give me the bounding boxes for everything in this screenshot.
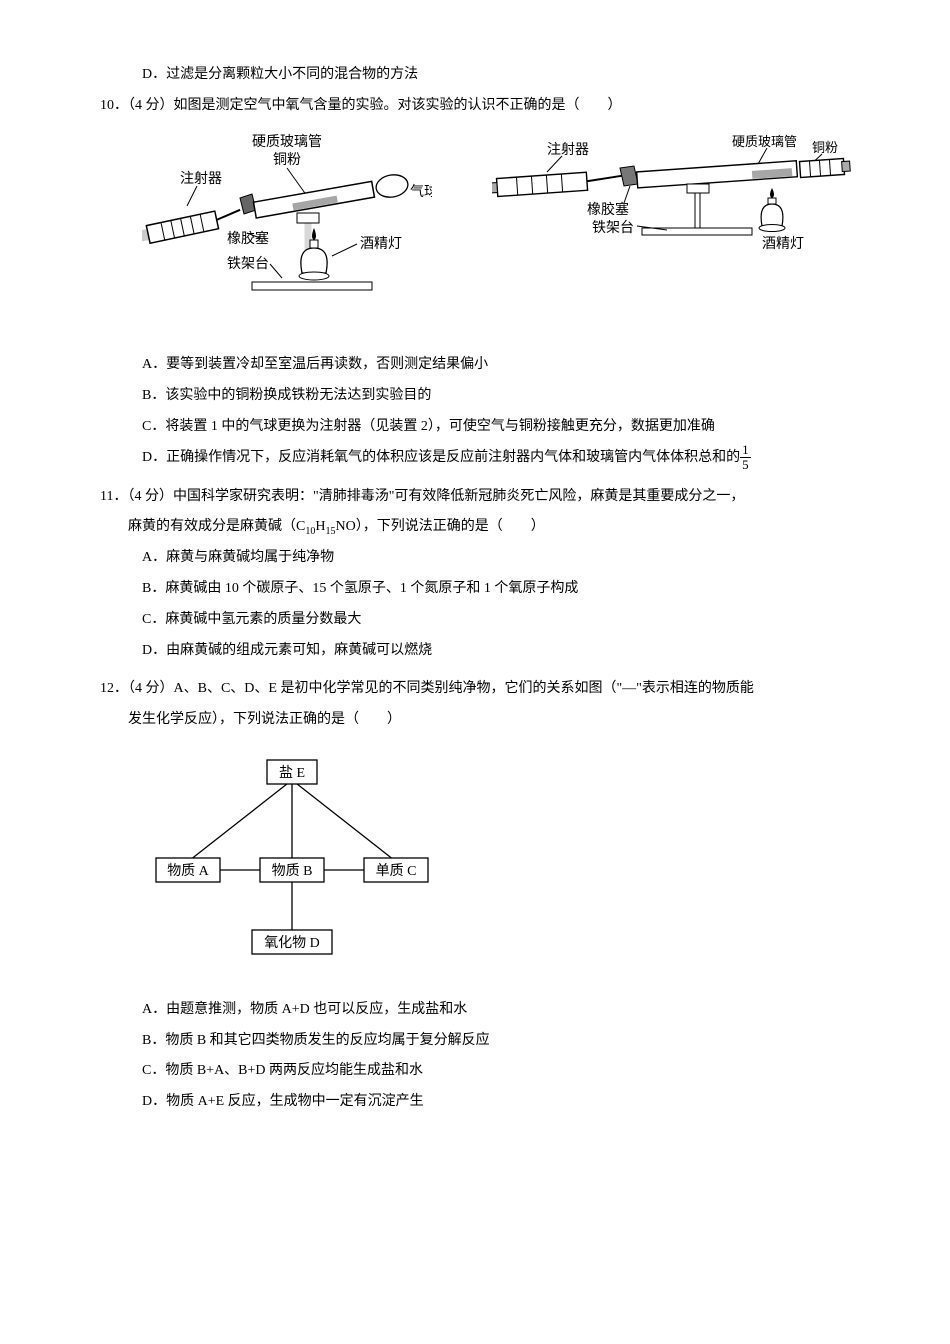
d1-label-stopper: 橡胶塞 [227, 230, 269, 247]
q10-option-c: C．将装置 1 中的气球更换为注射器（见装置 2），可使空气与铜粉接触更充分，数… [100, 412, 870, 443]
q11-sub2: 15 [325, 526, 335, 537]
d1-label-stand: 铁架台 [227, 256, 269, 272]
q10-diagrams: 硬质玻璃管 铜粉 注射器 [100, 128, 870, 341]
d2-label-stand: 铁架台 [592, 220, 634, 236]
q12-option-a: A．由题意推测，物质 A+D 也可以反应，生成盐和水 [100, 995, 870, 1026]
d1-label-powder: 铜粉 [273, 152, 301, 168]
d2-label-lamp: 酒精灯 [762, 236, 804, 252]
q12: 12．（4 分）A、B、C、D、E 是初中化学常见的不同类别纯净物，它们的关系如… [100, 674, 870, 1118]
q12-node-a: 物质 A [167, 863, 209, 879]
q11-option-b: B．麻黄碱由 10 个碳原子、15 个氢原子、1 个氮原子和 1 个氧原子构成 [100, 574, 870, 605]
q11-stem-line2: 麻黄的有效成分是麻黄碱（C10H15NO），下列说法正确的是（ ） [100, 512, 870, 543]
q11-sub1: 10 [305, 526, 315, 537]
q11-mid1: H [315, 519, 325, 534]
fraction-one-fifth: 15 [740, 443, 751, 473]
q10-optd-text: D．正确操作情况下，反应消耗氧气的体积应该是反应前注射器内气体和玻璃管内气体体积… [142, 450, 740, 465]
q10-option-d: D．正确操作情况下，反应消耗氧气的体积应该是反应前注射器内气体和玻璃管内气体体积… [100, 443, 870, 474]
q11-stem-line1: 11．（4 分）中国科学家研究表明："清肺排毒汤"可有效降低新冠肺炎死亡风险，麻… [100, 482, 870, 513]
d1-label-balloon: 气球 [410, 184, 432, 200]
q10-option-b: B．该实验中的铜粉换成铁粉无法达到实验目的 [100, 381, 870, 412]
q10-diagram2: 硬质玻璃管 铜粉 注射器 [492, 128, 852, 341]
q11-formula-pre: 麻黄的有效成分是麻黄碱（C [128, 519, 305, 534]
q11: 11．（4 分）中国科学家研究表明："清肺排毒汤"可有效降低新冠肺炎死亡风险，麻… [100, 482, 870, 667]
q12-node-c: 单质 C [376, 863, 417, 879]
q10-stem: 10．（4 分）如图是测定空气中氧气含量的实验。对该实验的认识不正确的是（ ） [100, 91, 870, 122]
q12-option-c: C．物质 B+A、B+D 两两反应均能生成盐和水 [100, 1056, 870, 1087]
q11-formula-post: NO），下列说法正确的是（ ） [335, 519, 544, 534]
d2-label-stopper: 橡胶塞 [587, 201, 629, 218]
q12-graph: 盐 E 物质 A 物质 B 单质 C 氧化物 D [100, 742, 870, 985]
q12-node-e: 盐 E [279, 765, 305, 781]
q12-stem-line1: 12．（4 分）A、B、C、D、E 是初中化学常见的不同类别纯净物，它们的关系如… [100, 674, 870, 705]
q10-diagram1: 硬质玻璃管 铜粉 注射器 [142, 128, 432, 341]
q11-option-d: D．由麻黄碱的组成元素可知，麻黄碱可以燃烧 [100, 636, 870, 667]
d2-label-tube: 硬质玻璃管 [732, 134, 797, 149]
q12-option-d: D．物质 A+E 反应，生成物中一定有沉淀产生 [100, 1087, 870, 1118]
d1-label-lamp: 酒精灯 [360, 236, 402, 252]
q12-stem-line2: 发生化学反应），下列说法正确的是（ ） [100, 705, 870, 736]
d1-label-tube: 硬质玻璃管 [252, 133, 322, 150]
q9-option-d: D．过滤是分离颗粒大小不同的混合物的方法 [100, 60, 870, 91]
d2-label-syringe: 注射器 [547, 142, 589, 158]
q10-option-a: A．要等到装置冷却至室温后再读数，否则测定结果偏小 [100, 350, 870, 381]
q11-option-c: C．麻黄碱中氢元素的质量分数最大 [100, 605, 870, 636]
q12-node-d: 氧化物 D [264, 935, 320, 951]
q12-node-b: 物质 B [272, 863, 313, 879]
q12-option-b: B．物质 B 和其它四类物质发生的反应均属于复分解反应 [100, 1026, 870, 1057]
d1-label-syringe: 注射器 [180, 171, 222, 187]
q11-option-a: A．麻黄与麻黄碱均属于纯净物 [100, 543, 870, 574]
q10: 10．（4 分）如图是测定空气中氧气含量的实验。对该实验的认识不正确的是（ ） … [100, 91, 870, 474]
d2-label-powder: 铜粉 [812, 140, 838, 155]
